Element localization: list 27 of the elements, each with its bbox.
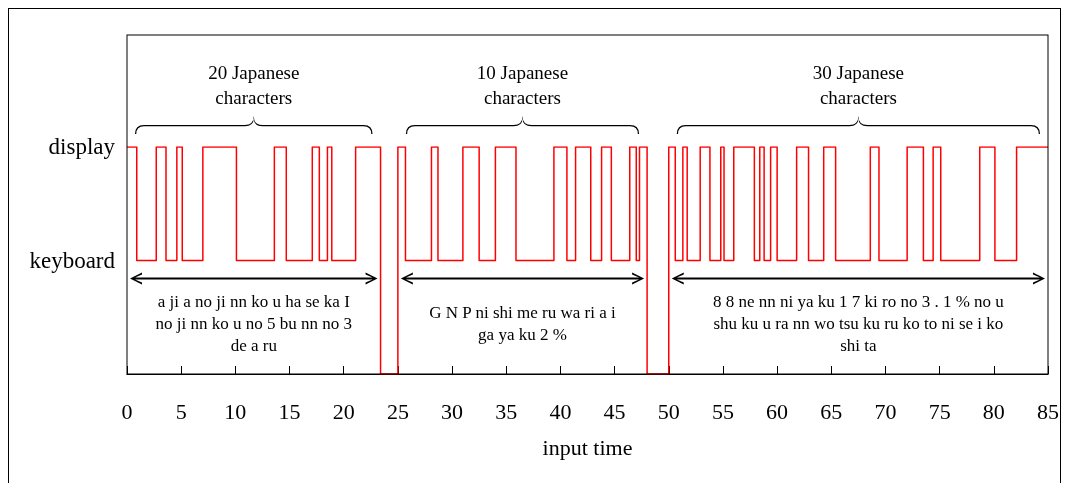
text: keyboard — [29, 247, 115, 274]
x-tick-label: 15 — [278, 398, 301, 424]
annotation: 8 8 ne nn ni ya ku 1 7 ki ro no 3 . 1 % no u shu ku u ra nn wo tsu ku ru ko to ni se i ko shi ta — [711, 290, 1005, 357]
x-tick-label: 45 — [603, 398, 626, 424]
x-tick-label: 10 — [224, 398, 247, 424]
x-tick-label: 70 — [874, 398, 897, 424]
text: 30 Japanese characters — [811, 61, 905, 110]
x-tick-label: 75 — [928, 398, 951, 424]
x-tick-label: 5 — [175, 398, 187, 424]
x-tick-label: 0 — [121, 398, 133, 424]
annotation: G N P ni shi me ru wa ri a i ga ya ku 2 % — [428, 301, 617, 346]
x-tick-label: 50 — [657, 398, 680, 424]
x-tick-label: 80 — [982, 398, 1005, 424]
x-tick-label: 35 — [495, 398, 518, 424]
x-tick-label: 85 — [1037, 398, 1059, 424]
x-axis-title: input time — [542, 434, 633, 460]
text: 20 Japanese characters — [207, 61, 301, 110]
annotation: a ji a no ji nn ko u ha se ka I no ji nn ko u no 5 bu nn no 3 de a ru — [154, 290, 353, 357]
text: 10 Japanese characters — [475, 61, 570, 110]
x-tick-label: 40 — [549, 398, 572, 424]
x-tick-label: 60 — [766, 398, 789, 424]
x-tick-label: 30 — [441, 398, 464, 424]
x-tick-label: 25 — [386, 398, 409, 424]
x-tick-label: 65 — [820, 398, 843, 424]
text: display — [48, 134, 115, 160]
x-tick-label: 55 — [711, 398, 734, 424]
x-tick-label: 20 — [332, 398, 355, 424]
